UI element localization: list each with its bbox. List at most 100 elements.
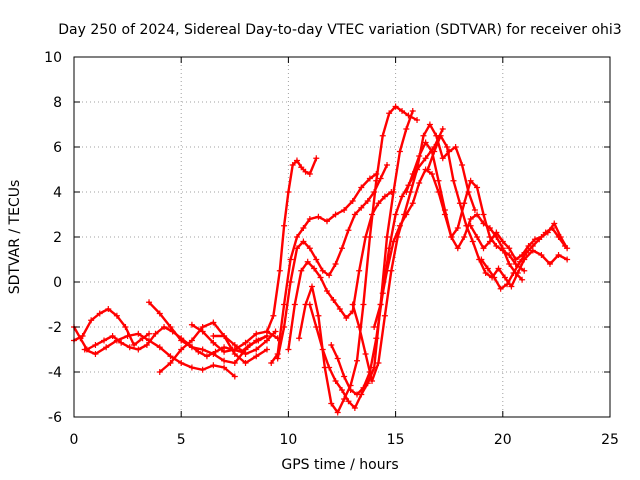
data-point-marker <box>551 220 558 227</box>
data-point-marker <box>399 193 406 200</box>
data-point-marker <box>564 256 571 263</box>
data-point-marker <box>354 357 361 364</box>
data-point-marker <box>495 265 502 272</box>
series-track-13 <box>306 108 416 411</box>
data-point-marker <box>339 245 345 252</box>
data-point-marker <box>474 211 481 218</box>
data-point-marker <box>409 108 416 114</box>
series-line <box>426 134 569 288</box>
data-point-marker <box>480 245 487 252</box>
data-point-marker <box>431 148 438 155</box>
data-point-marker <box>409 171 416 177</box>
data-point-marker <box>354 391 361 398</box>
data-point-marker <box>135 346 142 353</box>
data-point-marker <box>467 216 474 222</box>
data-point-marker <box>332 261 339 267</box>
data-point-marker <box>291 301 298 308</box>
data-point-marker <box>210 319 217 326</box>
data-point-marker <box>392 211 399 218</box>
series-layer <box>71 103 571 416</box>
x-tick-label: 25 <box>601 432 619 448</box>
data-point-marker <box>439 126 446 132</box>
data-point-marker <box>188 364 195 371</box>
data-point-marker <box>351 211 358 218</box>
data-point-marker <box>323 218 330 225</box>
data-point-marker <box>454 245 461 252</box>
data-point-marker <box>360 384 367 391</box>
data-point-marker <box>126 344 133 351</box>
data-point-marker <box>480 211 487 218</box>
data-point-marker <box>373 177 380 184</box>
data-point-marker <box>358 204 365 211</box>
data-point-marker <box>467 222 474 229</box>
series-track-12 <box>296 103 421 416</box>
data-point-marker <box>439 155 446 162</box>
data-point-marker <box>384 234 391 240</box>
data-point-marker <box>118 339 125 346</box>
series-track-15 <box>349 121 478 384</box>
chart-title: Day 250 of 2024, Sidereal Day-to-day VTE… <box>58 22 621 38</box>
data-point-marker <box>497 285 504 292</box>
data-point-marker <box>506 252 513 258</box>
data-point-marker <box>274 355 281 362</box>
data-point-marker <box>375 200 382 207</box>
data-point-marker <box>499 247 506 254</box>
data-point-marker <box>358 184 365 191</box>
data-point-marker <box>403 126 410 132</box>
data-point-marker <box>313 324 320 330</box>
data-point-marker <box>210 351 217 357</box>
data-point-marker <box>281 324 288 330</box>
y-tick-label: 6 <box>53 140 62 156</box>
data-point-marker <box>536 236 543 243</box>
data-point-marker <box>396 222 403 229</box>
data-point-marker <box>450 177 457 184</box>
data-point-marker <box>392 103 399 110</box>
y-tick-labels: -6 -4 -2 0 2 4 6 8 10 <box>44 50 62 426</box>
series-track-10 <box>274 162 391 362</box>
data-point-marker <box>441 207 448 213</box>
data-point-marker <box>81 346 88 353</box>
data-point-marker <box>270 312 277 319</box>
y-tick-label: 4 <box>53 185 62 201</box>
axis-ticks <box>73 56 611 418</box>
data-point-marker <box>285 346 292 353</box>
data-point-marker <box>289 162 296 168</box>
data-point-marker <box>281 222 288 229</box>
data-point-marker <box>188 337 195 344</box>
data-point-marker <box>334 409 341 416</box>
data-point-marker <box>349 198 356 204</box>
data-point-marker <box>386 110 393 117</box>
data-point-marker <box>323 288 330 294</box>
data-point-marker <box>311 265 318 272</box>
data-point-marker <box>88 317 95 324</box>
data-point-marker <box>504 281 511 288</box>
data-point-marker <box>546 261 553 267</box>
data-point-marker <box>459 162 466 168</box>
data-point-marker <box>456 200 463 207</box>
x-tick-label: 5 <box>177 432 186 448</box>
data-point-marker <box>203 353 210 360</box>
data-point-marker <box>474 184 481 191</box>
data-point-marker <box>302 168 309 175</box>
data-point-marker <box>356 324 363 330</box>
data-point-marker <box>101 337 108 344</box>
data-point-marker <box>131 342 138 348</box>
data-point-marker <box>362 351 369 357</box>
data-point-marker <box>146 330 153 337</box>
data-point-marker <box>510 270 517 276</box>
data-point-marker <box>347 387 354 393</box>
data-point-marker <box>506 261 513 267</box>
data-point-marker <box>364 198 371 204</box>
data-point-marker <box>272 328 279 335</box>
data-point-marker <box>242 360 249 366</box>
x-tick-label: 20 <box>494 432 512 448</box>
data-point-marker <box>315 213 322 220</box>
data-point-marker <box>210 333 217 339</box>
data-point-marker <box>178 337 185 344</box>
data-point-marker <box>263 337 270 344</box>
data-point-marker <box>512 256 519 263</box>
data-point-marker <box>231 342 238 348</box>
series-track-19 <box>467 220 571 263</box>
data-point-marker <box>467 177 474 184</box>
data-point-marker <box>103 344 110 351</box>
